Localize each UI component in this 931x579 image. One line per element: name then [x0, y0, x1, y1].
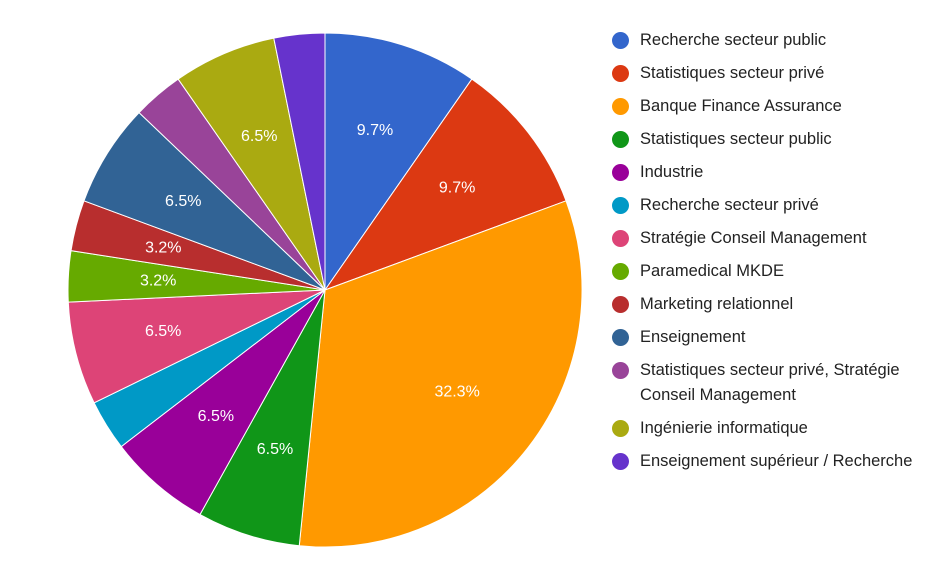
legend-label: Paramedical MKDE	[640, 262, 784, 280]
slice-value-label: 6.5%	[145, 323, 181, 340]
legend-item-marketing-relationnel[interactable]: Marketing relationnel	[612, 294, 922, 317]
legend-item-banque-finance-assurance[interactable]: Banque Finance Assurance	[612, 96, 922, 119]
slice-value-label: 6.5%	[257, 441, 293, 458]
legend-label: Enseignement	[640, 328, 746, 346]
legend-swatch	[612, 263, 629, 280]
legend-label: Recherche secteur privé	[640, 196, 819, 214]
slice-value-label: 32.3%	[434, 384, 479, 401]
legend-label: Recherche secteur public	[640, 31, 827, 49]
chart-legend: Recherche secteur public Statistiques sec…	[612, 30, 922, 484]
legend-label: Industrie	[640, 163, 704, 181]
legend-item-statistiques-secteur-public[interactable]: Statistiques secteur public	[612, 129, 922, 152]
slice-value-label: 6.5%	[241, 128, 277, 145]
legend-label: Ingénierie informatique	[640, 419, 808, 437]
slice-value-label: 9.7%	[439, 179, 475, 196]
legend-swatch	[612, 197, 629, 214]
legend-swatch	[612, 420, 629, 437]
pie-slice-recherche-secteur-public[interactable]	[324, 32, 473, 292]
legend-swatch	[612, 131, 629, 148]
legend-swatch	[612, 230, 629, 247]
pie-slices	[67, 32, 583, 548]
legend-label: Stratégie Conseil Management	[640, 229, 867, 247]
legend-label: Marketing relationnel	[640, 295, 794, 313]
legend-swatch	[612, 329, 629, 346]
slice-value-label: 9.7%	[357, 122, 393, 139]
legend-item-ingenierie-informatique[interactable]: Ingénierie informatique	[612, 418, 922, 441]
legend-label: Statistiques secteur privé, Stratégie Co…	[640, 361, 900, 404]
legend-label: Banque Finance Assurance	[640, 97, 842, 115]
legend-item-industrie[interactable]: Industrie	[612, 162, 922, 185]
slice-value-label: 3.2%	[140, 273, 176, 290]
legend-item-enseignement[interactable]: Enseignement	[612, 327, 922, 350]
legend-swatch	[612, 98, 629, 115]
pie-slice-banque-finance-assurance[interactable]	[298, 200, 583, 548]
slice-value-label: 6.5%	[165, 193, 201, 210]
legend-item-statistiques-secteur-prive[interactable]: Statistiques secteur privé	[612, 63, 922, 86]
legend-item-paramedical-mkde[interactable]: Paramedical MKDE	[612, 261, 922, 284]
pie-slice-enseignement-superieur-recherche[interactable]	[273, 32, 326, 291]
pie-slice-statistiques-secteur-prive[interactable]	[323, 78, 567, 292]
legend-label: Enseignement supérieur / Recherche	[640, 452, 913, 470]
pie-slice-labels: 9.7% 9.7% 32.3% 6.5% 6.5% 6.5% 3.2% 3.2% 6.5% 6.5…	[140, 122, 480, 458]
legend-swatch	[612, 32, 629, 49]
legend-swatch	[612, 296, 629, 313]
legend-item-statistiques-secteur-prive-strategie-conseil-management[interactable]: Statistiques secteur privé, Stratégie Co…	[612, 360, 922, 408]
legend-label: Statistiques secteur public	[640, 130, 832, 148]
slice-value-label: 3.2%	[145, 240, 181, 257]
slice-value-label: 6.5%	[198, 408, 234, 425]
legend-label: Statistiques secteur privé	[640, 64, 825, 82]
legend-item-recherche-secteur-public[interactable]: Recherche secteur public	[612, 30, 922, 53]
legend-item-strategie-conseil-management[interactable]: Stratégie Conseil Management	[612, 228, 922, 251]
legend-item-recherche-secteur-prive[interactable]: Recherche secteur privé	[612, 195, 922, 218]
legend-swatch	[612, 362, 629, 379]
legend-swatch	[612, 65, 629, 82]
legend-swatch	[612, 164, 629, 181]
legend-item-enseignement-superieur-recherche[interactable]: Enseignement supérieur / Recherche	[612, 451, 922, 474]
legend-swatch	[612, 453, 629, 470]
